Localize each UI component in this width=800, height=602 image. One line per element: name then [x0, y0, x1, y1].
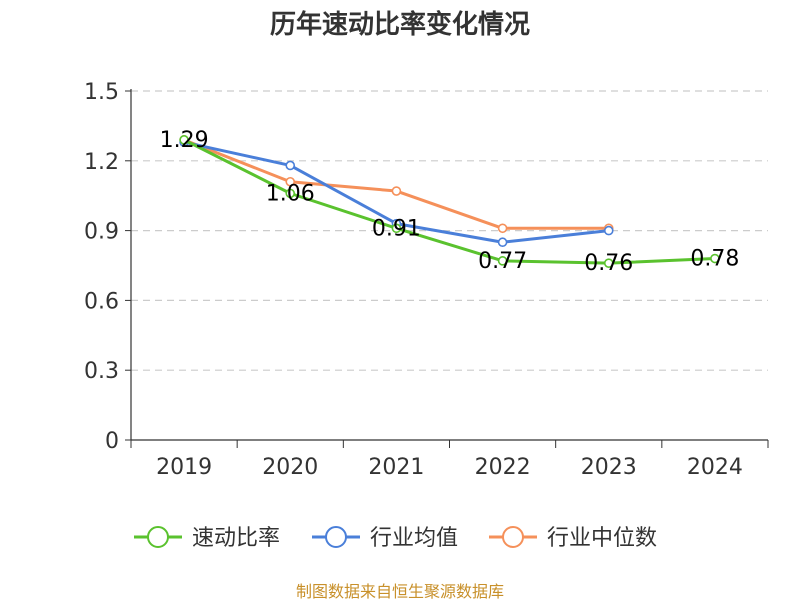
- series-point-0: [603, 258, 614, 268]
- data-label: 0.77: [478, 249, 527, 274]
- series-point-1: [285, 160, 296, 171]
- series-point-0: [710, 253, 720, 264]
- chart-title: 历年速动比率变化情况: [269, 10, 530, 40]
- legend-layer: 速动比率 行业均值 行业中位数: [134, 526, 657, 551]
- legend-label-0: 速动比率: [192, 526, 280, 551]
- series-layer: [179, 135, 720, 268]
- legend-label-1: 行业均值: [370, 526, 458, 551]
- data-label: 1.06: [266, 181, 315, 206]
- x-tick-label: 2022: [475, 455, 531, 480]
- series-point-2: [497, 223, 508, 234]
- y-tick-label: 0.6: [84, 289, 119, 314]
- label-layer: 0 0.3 0.6 0.9 1.2 1.5 2019 2020 2021 2022 2023 2024…: [84, 80, 743, 480]
- x-tick-label: 2019: [156, 455, 212, 480]
- y-tick-label: 0.9: [84, 220, 119, 245]
- legend-marker-0: [147, 526, 169, 548]
- y-tick-label: 1.5: [84, 80, 119, 105]
- series-point-0: [179, 135, 189, 145]
- y-tick-label: 1.2: [84, 150, 119, 175]
- data-label: 1.29: [160, 128, 209, 153]
- legend-marker-2: [502, 526, 524, 548]
- y-tick-label: 0: [105, 429, 119, 454]
- data-label: 0.91: [372, 216, 421, 241]
- axis-layer: [125, 89, 769, 448]
- series-point-0: [285, 188, 296, 199]
- grid-layer: [131, 90, 768, 371]
- x-tick-label: 2021: [368, 455, 424, 480]
- data-label: 0.78: [690, 247, 739, 272]
- series-point-0: [391, 223, 402, 234]
- series-point-2: [391, 186, 402, 196]
- x-tick-label: 2023: [581, 455, 637, 480]
- data-label: 0.76: [584, 251, 633, 276]
- data-source-note: 制图数据来自恒生聚源数据库: [295, 582, 504, 601]
- series-point-1: [497, 237, 508, 248]
- x-tick-label: 2020: [262, 455, 318, 480]
- series-point-2: [285, 176, 296, 187]
- series-point-1: [603, 225, 614, 236]
- y-tick-label: 0.3: [84, 359, 119, 384]
- series-line-2: [183, 138, 609, 230]
- series-point-0: [497, 256, 508, 266]
- x-tick-label: 2024: [687, 455, 743, 480]
- legend-label-2: 行业中位数: [547, 526, 657, 551]
- series-line-0: [183, 138, 715, 265]
- legend-marker-1: [325, 526, 347, 548]
